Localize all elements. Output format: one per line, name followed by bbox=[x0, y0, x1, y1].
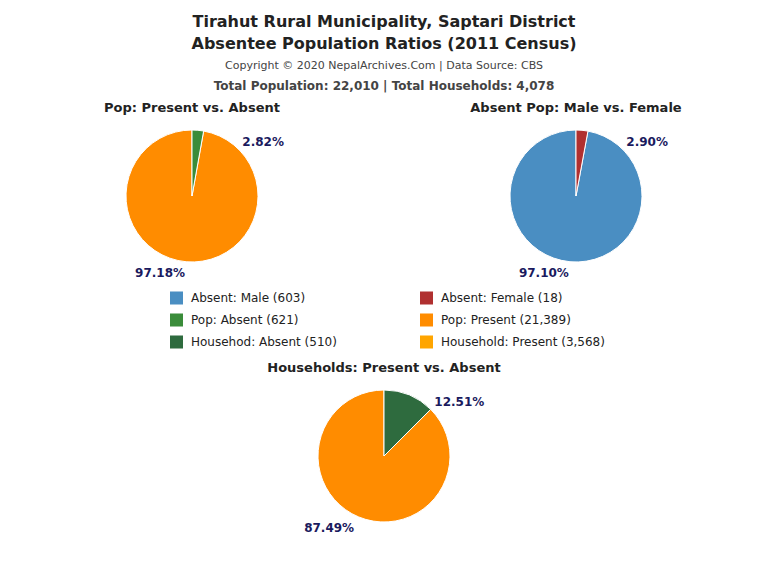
legend-swatch bbox=[170, 292, 183, 305]
pie-slice bbox=[126, 130, 258, 262]
legend: Absent: Male (603) Absent: Female (18) Pop… bbox=[170, 291, 605, 349]
pie-slice bbox=[576, 130, 588, 196]
annotation: Copyright © 2020 NepalArchives.Com | Dat… bbox=[225, 59, 543, 72]
legend-swatch bbox=[420, 336, 433, 349]
legend-entry: Household: Present (3,568) bbox=[441, 335, 605, 349]
legend-entry: Pop: Present (21,389) bbox=[441, 313, 571, 327]
data-label: 12.51% bbox=[434, 395, 484, 409]
pie-title: Absent Pop: Male vs. Female bbox=[470, 100, 682, 115]
pie-title: Pop: Present vs. Absent bbox=[104, 100, 280, 115]
pie-slice bbox=[384, 390, 431, 456]
pie-chart: Pop: Present vs. Absent 97.18% 2.82% bbox=[104, 100, 284, 281]
legend-swatch bbox=[170, 336, 183, 349]
pie-slice bbox=[318, 390, 450, 522]
title: Tirahut Rural Municipality, Saptari Dist… bbox=[192, 12, 575, 31]
annotation: Total Population: 22,010 | Total Househo… bbox=[214, 79, 555, 93]
legend-swatch bbox=[170, 314, 183, 327]
pie-slice bbox=[192, 130, 204, 196]
legend-entry: Absent: Male (603) bbox=[191, 291, 305, 305]
legend-swatch bbox=[420, 314, 433, 327]
page: {"title": "Tirahut Rural Municipality, S… bbox=[0, 0, 768, 576]
legend-entry: Pop: Absent (621) bbox=[191, 313, 298, 327]
data-label: 2.90% bbox=[626, 135, 668, 149]
legend-entry: Househod: Absent (510) bbox=[191, 335, 337, 349]
pie-chart: Households: Present vs. Absent 87.49% 12.5… bbox=[267, 360, 500, 535]
pie-title: Households: Present vs. Absent bbox=[267, 360, 500, 375]
data-label: 97.10% bbox=[519, 266, 569, 280]
pie-slice bbox=[510, 130, 642, 262]
chart: Tirahut Rural Municipality, Saptari Dist… bbox=[0, 0, 768, 576]
legend-swatch bbox=[420, 292, 433, 305]
data-label: 97.18% bbox=[135, 266, 185, 280]
pie-chart: Absent Pop: Male vs. Female 97.10% 2.90% bbox=[470, 100, 682, 281]
legend-entry: Absent: Female (18) bbox=[441, 291, 562, 305]
data-label: 87.49% bbox=[304, 521, 354, 535]
subtitle: Absentee Population Ratios (2011 Census) bbox=[192, 34, 577, 53]
data-label: 2.82% bbox=[242, 135, 284, 149]
